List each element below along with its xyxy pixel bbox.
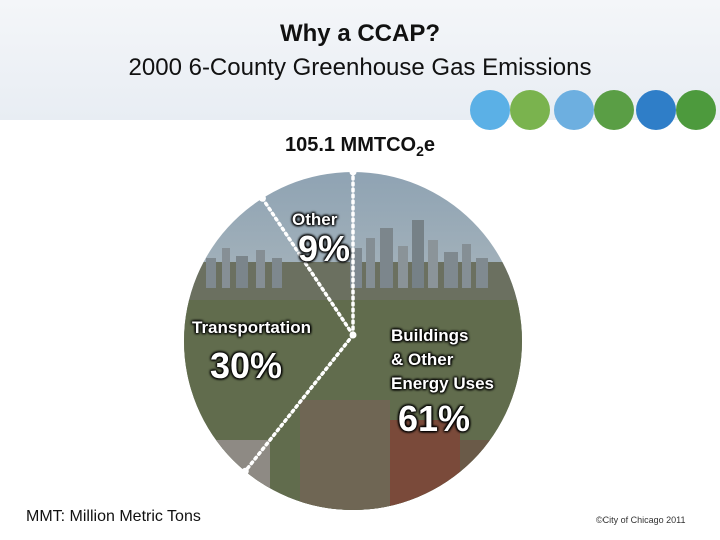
label-buildings-line-1: Buildings <box>391 326 469 345</box>
label-buildings-line-2: & Other <box>391 350 454 369</box>
label-buildings: Buildings & Other Energy Uses <box>391 324 494 396</box>
slice-hub <box>349 331 357 339</box>
label-buildings-line-3: Energy Uses <box>391 374 494 393</box>
slide-subtitle: 2000 6-County Greenhouse Gas Emissions <box>128 54 592 81</box>
chart-total: 105.1 MMTCO2e <box>220 134 500 159</box>
total-suffix: e <box>423 134 436 156</box>
footnote-units: MMT: Million Metric Tons <box>26 508 201 525</box>
label-other: Other <box>292 210 338 229</box>
image-credit: ©City of Chicago 2011 <box>596 515 686 525</box>
decorative-dot <box>470 90 510 130</box>
total-prefix: 105.1 MMTCO <box>284 134 417 156</box>
total-subscript: 2 <box>416 143 424 159</box>
decorative-dot <box>554 90 594 130</box>
slice-divider <box>260 196 355 337</box>
decorative-dots <box>470 90 720 130</box>
slice-divider-end <box>349 168 357 176</box>
label-transportation-percent: 30% <box>210 345 283 386</box>
label-other-percent: 9% <box>298 228 351 269</box>
label-buildings-percent: 61% <box>398 398 471 439</box>
slice-divider-end <box>258 194 266 202</box>
decorative-dot <box>636 90 676 130</box>
slice-divider <box>243 333 355 473</box>
decorative-dot <box>510 90 550 130</box>
slice-dividers <box>241 168 357 475</box>
decorative-dot <box>594 90 634 130</box>
label-transportation: Transportation <box>192 318 312 337</box>
slice-divider-end <box>241 467 249 475</box>
decorative-dot <box>676 90 716 130</box>
slide-title: Why a CCAP? <box>279 20 440 47</box>
